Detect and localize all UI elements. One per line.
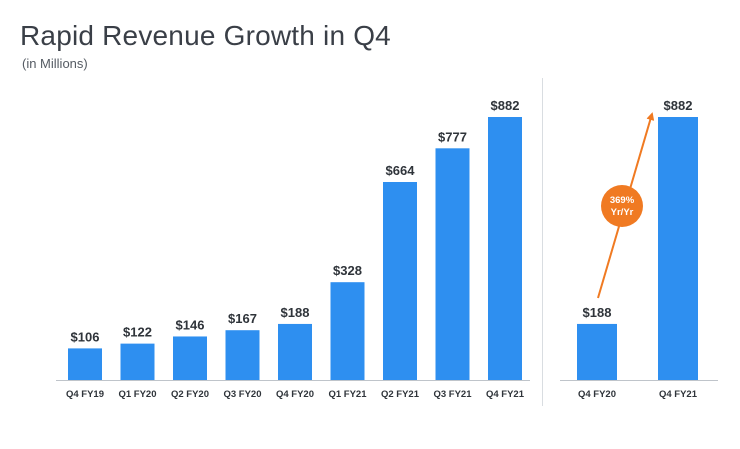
data-label: $122 [123,325,152,340]
bar-q3-fy21 [435,148,470,380]
x-tick-label: Q3 FY21 [433,389,472,400]
growth-badge-percent: 369% [610,195,635,206]
bar-q1-fy20 [120,343,155,380]
data-label: $167 [228,311,257,326]
bar-q4-fy19 [68,348,102,380]
x-tick-label: Q4 FY21 [659,389,698,400]
x-tick-label: Q1 FY21 [328,389,367,400]
bar-compare-q4-fy21 [658,117,698,380]
bar-q2-fy21 [383,182,417,380]
bar-q3-fy20 [225,330,260,380]
bar-q4-fy20 [278,323,312,380]
x-tick-label: Q4 FY21 [486,389,525,400]
x-tick-label: Q4 FY20 [276,389,314,400]
data-label: $664 [386,163,416,178]
x-tick-label: Q2 FY20 [171,389,209,400]
x-tick-label: Q4 FY20 [578,389,616,400]
bar-compare-q4-fy20 [577,323,617,380]
x-tick-label: Q3 FY20 [223,389,261,400]
data-label: $882 [491,98,520,113]
data-label: $777 [438,129,467,144]
data-label: $146 [176,317,205,332]
growth-badge-period: Yr/Yr [611,207,634,218]
data-label: $106 [71,329,100,344]
data-label: $188 [281,305,310,320]
page-title: Rapid Revenue Growth in Q4 [20,20,391,51]
bar-q4-fy21 [488,117,522,380]
data-label: $328 [333,263,362,278]
bar-q2-fy20 [173,336,207,380]
data-label: $188 [583,305,612,320]
x-tick-label: Q1 FY20 [118,389,156,400]
bar-q1-fy21 [330,282,365,380]
page-subtitle: (in Millions) [22,56,88,71]
x-tick-label: Q2 FY21 [381,389,420,400]
x-tick-label: Q4 FY19 [66,389,104,400]
growth-badge [601,185,643,227]
data-label: $882 [664,98,693,113]
